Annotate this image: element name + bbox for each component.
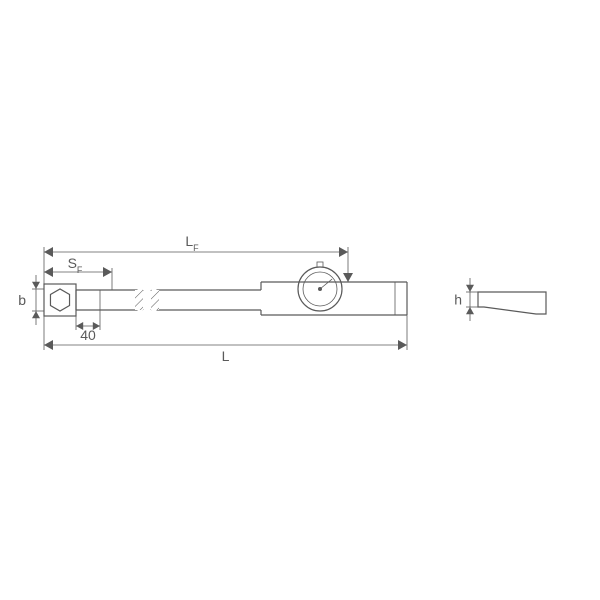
label-lf: LF <box>185 233 199 253</box>
label-b: b <box>18 292 26 308</box>
label-l: L <box>222 348 230 364</box>
label-h: h <box>454 292 462 308</box>
torque-wrench-dimension-diagram: LLFSF40bh <box>0 0 600 600</box>
label-40: 40 <box>80 327 96 343</box>
